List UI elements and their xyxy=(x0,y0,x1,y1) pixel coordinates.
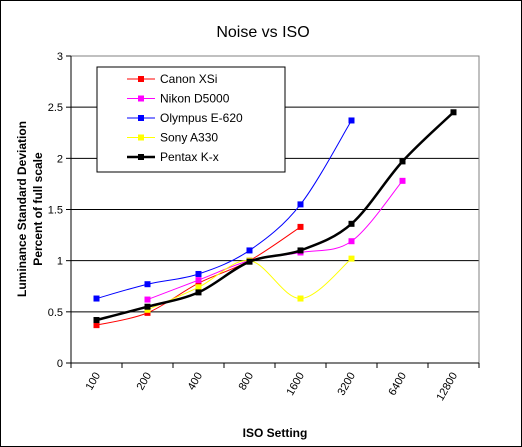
data-point xyxy=(195,277,202,284)
legend-marker xyxy=(138,115,144,121)
legend-box xyxy=(96,66,286,173)
y-tick-label: 1 xyxy=(57,256,63,268)
data-point xyxy=(93,317,100,324)
data-point xyxy=(144,306,151,313)
series-4 xyxy=(93,109,457,324)
data-point xyxy=(348,117,355,124)
chart-title: Noise vs ISO xyxy=(216,24,309,41)
legend-item: Canon XSi xyxy=(127,72,217,86)
x-tick-label: 400 xyxy=(186,371,206,393)
data-point xyxy=(93,322,100,329)
legend-label: Olympus E-620 xyxy=(160,111,243,125)
legend-item: Sony A330 xyxy=(127,131,218,145)
legend-item: Olympus E-620 xyxy=(127,111,243,125)
series-line xyxy=(147,258,352,311)
y-tick-label: 0 xyxy=(57,358,63,370)
data-point xyxy=(246,258,253,265)
x-tick-label: 200 xyxy=(135,371,155,393)
data-point xyxy=(144,296,151,303)
y-axis-title: Luminance Standard Deviation Percent of … xyxy=(15,121,45,297)
data-point xyxy=(93,295,100,302)
legend-marker xyxy=(138,134,144,141)
data-point xyxy=(246,247,253,254)
y-axis-title-line-1: Luminance Standard Deviation xyxy=(15,121,29,297)
data-point xyxy=(399,177,406,184)
y-tick-label: 1.5 xyxy=(48,205,63,217)
legend: Canon XSi Nikon D5000 Olympus E-620 Sony A3… xyxy=(96,66,286,173)
axes xyxy=(66,55,480,368)
series-lines xyxy=(93,109,457,329)
legend-marker xyxy=(138,76,144,82)
data-point xyxy=(297,247,304,254)
y-tick-label: 2.5 xyxy=(48,102,63,114)
y-tick-label: 3 xyxy=(57,51,63,63)
data-point xyxy=(348,238,355,245)
data-point xyxy=(348,255,355,262)
legend-marker xyxy=(138,95,144,102)
legend-label: Pentax K-x xyxy=(160,150,219,164)
data-point xyxy=(195,280,202,287)
data-point xyxy=(399,158,406,165)
legend-label: Canon XSi xyxy=(160,72,217,86)
data-point xyxy=(195,284,202,291)
series-line xyxy=(147,180,403,301)
x-tick-label: 3200 xyxy=(335,371,358,398)
data-point xyxy=(450,109,457,116)
data-point xyxy=(144,281,151,288)
legend-item: Nikon D5000 xyxy=(127,92,230,106)
x-tick-label: 1600 xyxy=(284,371,307,398)
data-point xyxy=(297,295,304,302)
series-2 xyxy=(93,117,355,302)
legend-item: Pentax K-x xyxy=(127,150,219,164)
y-tick-label: 0.5 xyxy=(48,307,63,319)
data-point xyxy=(144,303,151,310)
x-tick-label: 6400 xyxy=(386,371,409,398)
x-tick-label: 100 xyxy=(84,371,104,393)
legend-label: Sony A330 xyxy=(160,131,218,145)
y-axis-title-line-2: Percent of full scale xyxy=(31,152,45,266)
data-point xyxy=(348,220,355,227)
data-point xyxy=(195,289,202,296)
data-point xyxy=(297,201,304,208)
data-point xyxy=(144,309,151,316)
y-axis-tick-labels: 0 0.5 1 1.5 2 2.5 3 xyxy=(48,51,63,370)
legend-marker xyxy=(138,154,144,160)
x-axis-tick-labels: 100 200 400 800 1600 3200 6400 12800 xyxy=(84,371,461,403)
x-axis-title: ISO Setting xyxy=(243,426,308,440)
legend-label: Nikon D5000 xyxy=(160,92,230,106)
data-point xyxy=(297,223,304,230)
x-tick-label: 800 xyxy=(237,371,257,393)
data-point xyxy=(195,270,202,277)
x-tick-label: 12800 xyxy=(434,371,460,403)
series-1 xyxy=(144,177,406,303)
y-tick-label: 2 xyxy=(57,153,63,165)
